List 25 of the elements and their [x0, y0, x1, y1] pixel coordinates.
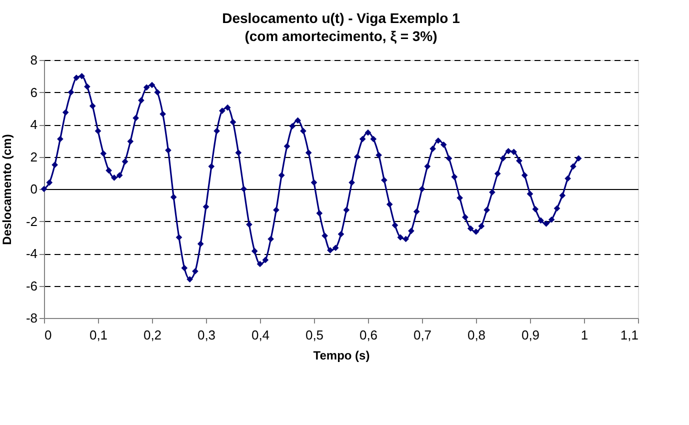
x-tick-label: 0,9	[521, 328, 540, 342]
x-tick-label: 0,3	[197, 328, 216, 342]
y-axis-title: Deslocamento (cm)	[0, 134, 14, 245]
x-tick-label: 0,7	[413, 328, 432, 342]
y-tick-label: -4	[26, 246, 38, 261]
x-tick-label: 0,2	[143, 328, 162, 342]
x-axis-title: Tempo (s)	[313, 348, 370, 362]
chart-subtitle: (com amortecimento, ξ = 3%)	[244, 28, 438, 44]
y-tick-label: -8	[26, 310, 38, 326]
x-tick-label: 0,4	[251, 328, 270, 342]
y-tick-label: 2	[30, 149, 38, 164]
y-tick-label: 0	[30, 182, 38, 196]
y-tick-label: -2	[26, 214, 38, 229]
x-tick-label: 0,5	[305, 328, 324, 342]
chart-title: Deslocamento u(t) - Viga Exemplo 1	[222, 10, 460, 26]
x-tick-label: 0,1	[89, 328, 108, 342]
y-tick-label: 8	[30, 52, 38, 68]
x-tick-label: 0,6	[359, 328, 378, 342]
x-tick-label: 1	[580, 328, 588, 342]
y-tick-label: 4	[30, 117, 38, 132]
x-tick-label: 0	[44, 328, 52, 342]
x-tick-label: 1,1	[620, 328, 638, 342]
y-tick-label: -6	[26, 278, 38, 294]
y-tick-label: 6	[30, 84, 38, 100]
x-tick-label: 0,8	[467, 328, 486, 342]
